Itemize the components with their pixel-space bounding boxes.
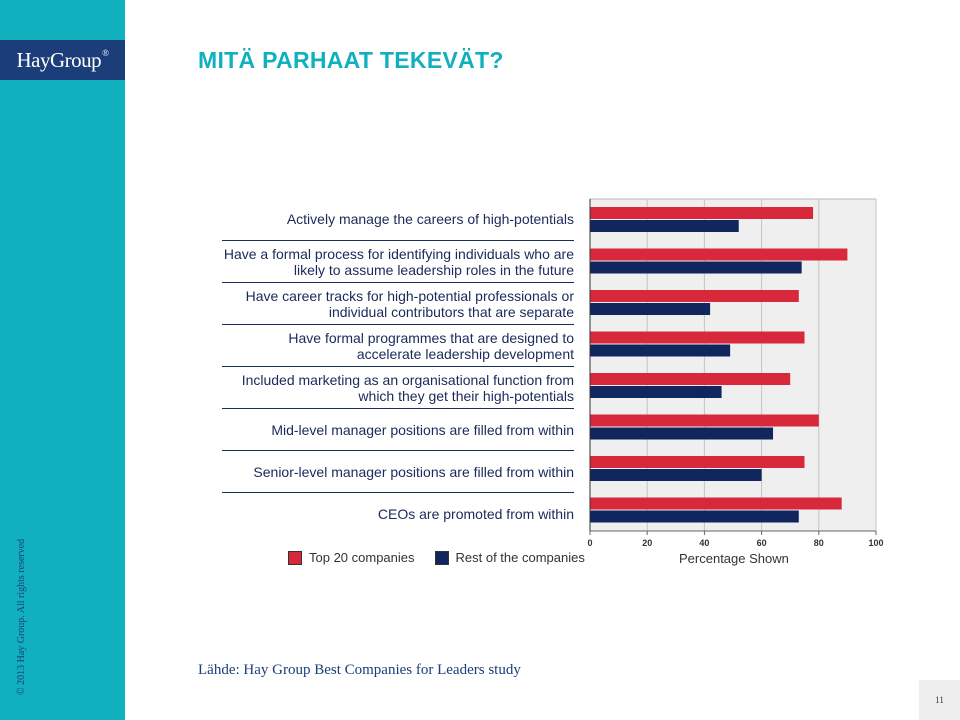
legend-label-top20: Top 20 companies — [309, 550, 415, 565]
bar-rest — [590, 344, 731, 357]
copyright-notice: © 2013 Hay Group. All rights reserved — [16, 538, 27, 695]
legend: Top 20 companies Rest of the companies — [288, 550, 605, 565]
page-number: 11 — [919, 680, 960, 720]
x-tick-label: 80 — [814, 538, 824, 548]
logo-text: HayGroup® — [16, 47, 110, 72]
bar-top20 — [590, 207, 814, 219]
bar-rest — [590, 386, 722, 398]
bar-rest — [590, 261, 802, 274]
bar-chart: 0 20 40 60 80 100 — [587, 198, 884, 548]
slide-title: MITÄ PARHAAT TEKEVÄT? — [198, 47, 504, 73]
bar-top20 — [590, 497, 842, 510]
category-label: Senior-level manager positions are fille… — [222, 450, 574, 493]
bar-top20 — [590, 331, 805, 344]
bar-top20 — [590, 248, 848, 261]
bar-rest — [590, 427, 774, 440]
bar-top20 — [590, 290, 799, 302]
category-label: Have a formal process for identifying in… — [222, 240, 574, 283]
source-note: Lähde: Hay Group Best Companies for Lead… — [198, 662, 521, 678]
x-tick-label: 60 — [757, 538, 767, 548]
bar-top20 — [590, 373, 791, 385]
x-tick-label: 100 — [868, 538, 883, 548]
legend-swatch-top20 — [288, 550, 302, 565]
bar-top20 — [590, 456, 805, 468]
category-label: Actively manage the careers of high-pote… — [286, 211, 574, 227]
x-tick-label: 20 — [642, 538, 652, 548]
bar-rest — [590, 303, 711, 315]
x-tick-label: 40 — [699, 538, 709, 548]
category-label: CEOs are promoted from within — [222, 492, 574, 535]
sidebar: HayGroup® © 2013 Hay Group. All rights r… — [0, 0, 125, 720]
category-label: Have career tracks for high-potential pr… — [222, 282, 574, 325]
legend-swatch-rest — [434, 550, 449, 565]
x-tick-label: 0 — [587, 538, 592, 548]
category-label: Have formal programmes that are designed… — [222, 324, 574, 367]
haygroup-logo: HayGroup® — [0, 40, 125, 80]
bar-rest — [590, 220, 739, 232]
bar-top20 — [590, 414, 819, 427]
category-label: Included marketing as an organisational … — [222, 366, 574, 409]
bar-rest — [590, 469, 762, 481]
legend-label-rest: Rest of the companies — [455, 550, 585, 565]
x-axis-label: Percentage Shown — [679, 551, 789, 566]
bar-rest — [590, 510, 799, 523]
category-label: Mid-level manager positions are filled f… — [222, 408, 574, 451]
